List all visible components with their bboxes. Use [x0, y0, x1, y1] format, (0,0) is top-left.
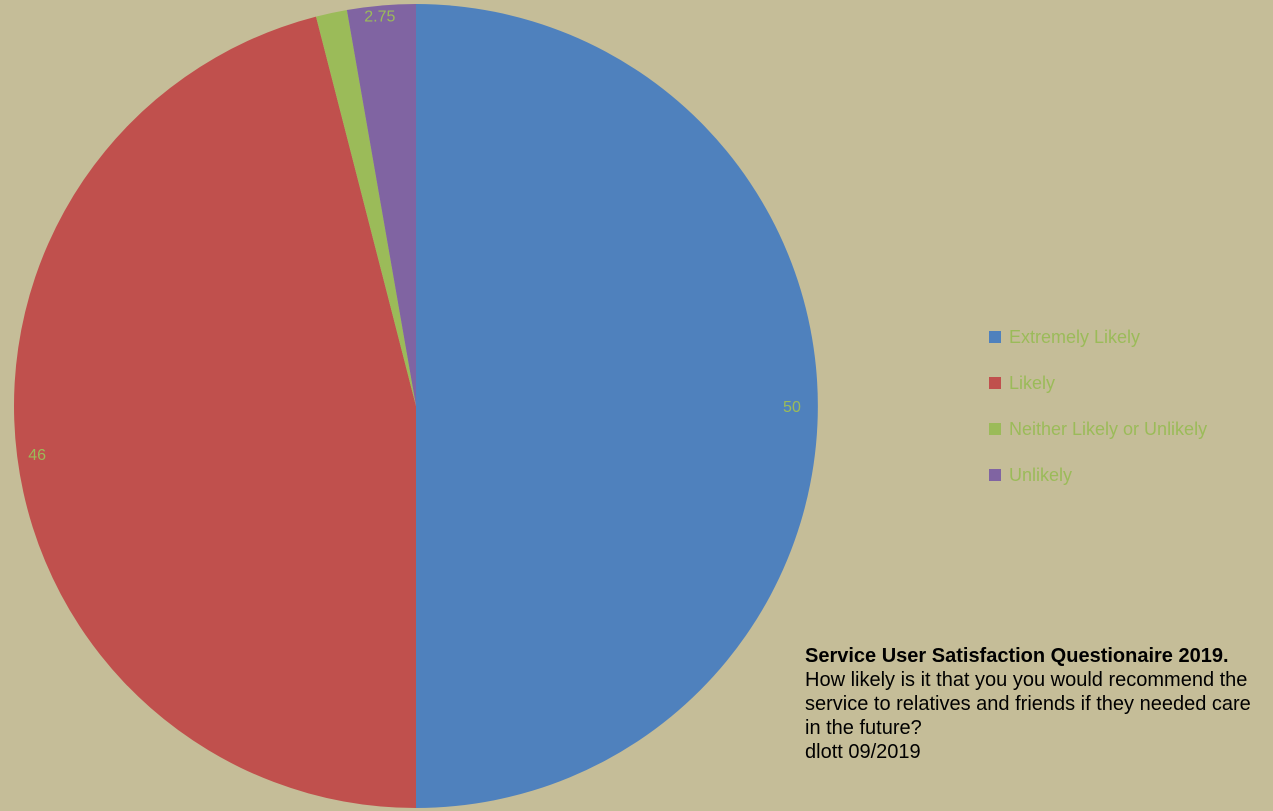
legend: Extremely Likely Likely Neither Likely o… — [989, 326, 1207, 510]
pie-slice-unlikely — [346, 3, 416, 406]
data-label-extremely-likely: 50 — [783, 399, 801, 416]
caption-question: How likely is it that you you would reco… — [805, 669, 1251, 739]
data-label-unlikely: 2.75 — [364, 9, 395, 26]
legend-label-unlikely: Unlikely — [1009, 464, 1073, 485]
legend-swatch-likely — [989, 377, 1001, 389]
legend-swatch-neither — [989, 423, 1001, 435]
data-label-likely: 46 — [28, 447, 46, 464]
caption-credit: dlott 09/2019 — [805, 741, 921, 763]
legend-label-extremely-likely: Extremely Likely — [1009, 326, 1141, 347]
legend-swatch-unlikely — [989, 469, 1001, 481]
pie-slice-neither-likely-or-unlikely — [316, 9, 416, 406]
caption-title: Service User Satisfaction Questionaire 2… — [805, 645, 1229, 667]
legend-label-likely: Likely — [1009, 372, 1056, 393]
legend-item-likely: Likely — [989, 372, 1207, 394]
legend-label-neither: Neither Likely or Unlikely — [1009, 418, 1208, 439]
legend-item-extremely-likely: Extremely Likely — [989, 326, 1207, 348]
pie-slice-likely — [14, 16, 416, 808]
pie-slice-extremely-likely — [416, 4, 818, 808]
chart-caption: Service User Satisfaction Questionaire 2… — [805, 644, 1265, 764]
legend-item-unlikely: Unlikely — [989, 464, 1207, 486]
legend-swatch-extremely-likely — [989, 331, 1001, 343]
legend-item-neither: Neither Likely or Unlikely — [989, 418, 1207, 440]
